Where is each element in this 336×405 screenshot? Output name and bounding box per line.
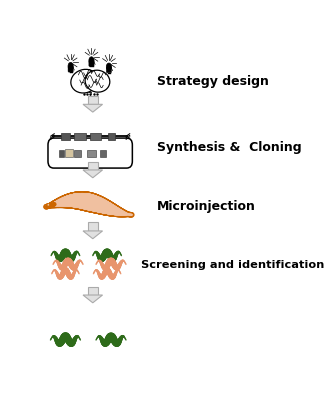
FancyBboxPatch shape <box>89 62 94 67</box>
Polygon shape <box>83 295 102 303</box>
Bar <box>61 133 70 140</box>
FancyBboxPatch shape <box>48 139 132 168</box>
Text: Synthesis &  Cloning: Synthesis & Cloning <box>157 141 301 153</box>
Bar <box>100 150 106 157</box>
Polygon shape <box>83 231 102 239</box>
Bar <box>66 149 73 158</box>
Polygon shape <box>83 171 102 178</box>
Bar <box>59 150 64 157</box>
Bar <box>88 97 98 105</box>
Ellipse shape <box>89 58 94 65</box>
Polygon shape <box>83 105 102 113</box>
Bar <box>108 133 115 140</box>
Bar <box>88 287 98 295</box>
Bar <box>74 150 81 157</box>
Ellipse shape <box>47 204 49 207</box>
Ellipse shape <box>85 71 110 93</box>
Bar <box>88 162 98 171</box>
Text: Strategy design: Strategy design <box>157 75 268 88</box>
Bar <box>90 133 101 140</box>
FancyBboxPatch shape <box>106 68 112 74</box>
Bar <box>74 133 86 140</box>
Ellipse shape <box>68 63 73 71</box>
Ellipse shape <box>47 204 53 209</box>
Ellipse shape <box>106 64 112 71</box>
FancyBboxPatch shape <box>68 67 73 73</box>
Bar <box>88 223 98 231</box>
Text: Screening and identification: Screening and identification <box>141 260 324 270</box>
Bar <box>87 150 96 157</box>
Ellipse shape <box>71 70 98 94</box>
Text: Microinjection: Microinjection <box>157 200 255 213</box>
